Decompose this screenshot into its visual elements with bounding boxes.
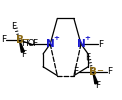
Text: F: F <box>32 39 37 48</box>
Text: F: F <box>11 22 17 31</box>
Text: F: F <box>22 50 27 59</box>
Polygon shape <box>19 40 24 52</box>
Text: N: N <box>46 39 55 49</box>
Text: +: + <box>84 35 90 41</box>
Text: F: F <box>1 35 6 44</box>
Text: −: − <box>22 35 29 44</box>
Text: B: B <box>16 35 24 45</box>
Text: B: B <box>89 67 97 77</box>
Text: HO: HO <box>21 39 35 48</box>
Text: F: F <box>107 67 113 76</box>
Text: F: F <box>98 40 103 49</box>
Text: N: N <box>77 39 85 49</box>
Polygon shape <box>93 72 98 84</box>
Text: F: F <box>95 81 100 90</box>
Text: F: F <box>85 53 90 62</box>
Text: −: − <box>96 66 103 75</box>
Text: +: + <box>53 35 59 41</box>
Text: F: F <box>73 67 78 76</box>
